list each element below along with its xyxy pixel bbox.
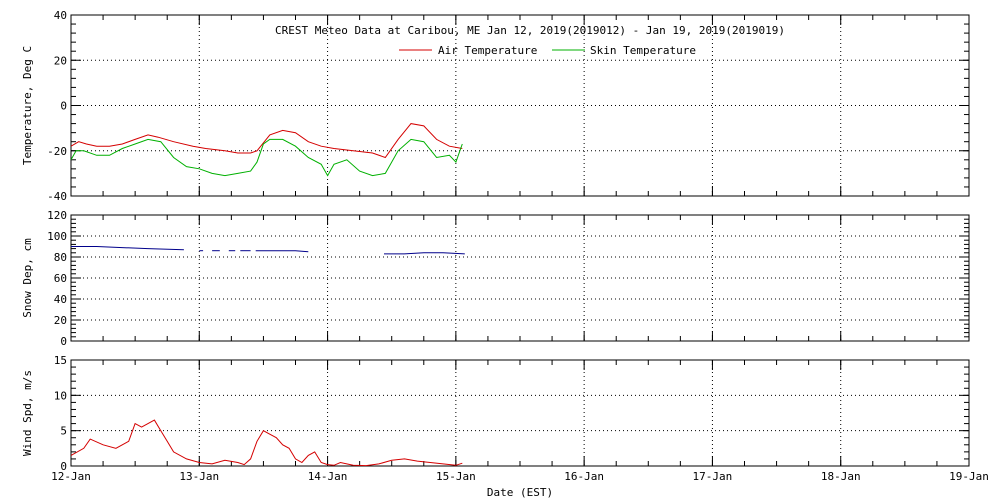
- y-tick-label: 60: [54, 272, 67, 285]
- y-tick-label: 10: [54, 389, 67, 402]
- y-tick-label: 15: [54, 354, 67, 367]
- panel-wind: 0 5 10 15 Wind Spd, m/s: [21, 354, 970, 473]
- x-tick-label: 19-Jan: [949, 470, 989, 483]
- y-tick-label: 0: [60, 460, 67, 473]
- panel-snow: 0 20 40 60 80 100 120 Snow Dep, cm: [21, 209, 970, 348]
- legend-label-air: Air Temperature: [438, 44, 537, 57]
- y-tick-label: 20: [54, 314, 67, 327]
- y-axis-label: Temperature, Deg C: [21, 46, 34, 165]
- x-tick-label: 15-Jan: [436, 470, 476, 483]
- series-temperature-0: [71, 123, 463, 159]
- y-tick-label: 0: [60, 335, 67, 348]
- y-tick-label: -40: [47, 190, 67, 203]
- x-tick-label: 18-Jan: [821, 470, 861, 483]
- y-tick-label: 120: [47, 209, 67, 222]
- chart-title: CREST Meteo Data at Caribou, ME Jan 12, …: [275, 24, 785, 37]
- legend-label-skin: Skin Temperature: [590, 44, 696, 57]
- series-temperature-1: [71, 138, 463, 177]
- panel-temperature: -40 -20 0 20 40 Temperature, Deg C: [21, 9, 970, 203]
- y-tick-label: -20: [47, 145, 67, 158]
- panel-frame: [70, 359, 970, 467]
- x-tick-label: 14-Jan: [308, 470, 348, 483]
- x-tick-label: 16-Jan: [564, 470, 604, 483]
- y-tick-label: 0: [60, 100, 67, 113]
- x-tick-label: 12-Jan: [51, 470, 91, 483]
- series-snow-0-segment-5: [255, 250, 309, 253]
- panel-frame: [70, 14, 970, 197]
- y-tick-label: 80: [54, 251, 67, 264]
- y-axis-label: Wind Spd, m/s: [21, 370, 34, 456]
- y-tick-label: 40: [54, 9, 67, 22]
- series-wind-0: [71, 419, 463, 466]
- x-tick-labels: 12-Jan 13-Jan 14-Jan 15-Jan 16-Jan 17-Jan 18-J…: [51, 470, 989, 483]
- y-tick-label: 20: [54, 54, 67, 67]
- panel-frame: [70, 214, 970, 342]
- panels: -40 -20 0 20 40 Temperature, Deg C 0 20 40 60 80 10…: [21, 9, 989, 483]
- y-tick-label: 5: [60, 425, 67, 438]
- x-tick-label: 17-Jan: [693, 470, 733, 483]
- x-axis-label: Date (EST): [487, 486, 553, 499]
- y-tick-label: 100: [47, 230, 67, 243]
- y-tick-label: 40: [54, 293, 67, 306]
- legend: Air Temperature Skin Temperature: [399, 44, 696, 57]
- x-tick-label: 13-Jan: [179, 470, 219, 483]
- series-snow-0-segment-6: [384, 252, 465, 255]
- y-axis-label: Snow Dep, cm: [21, 238, 34, 318]
- series-snow-0-segment-0: [71, 246, 184, 251]
